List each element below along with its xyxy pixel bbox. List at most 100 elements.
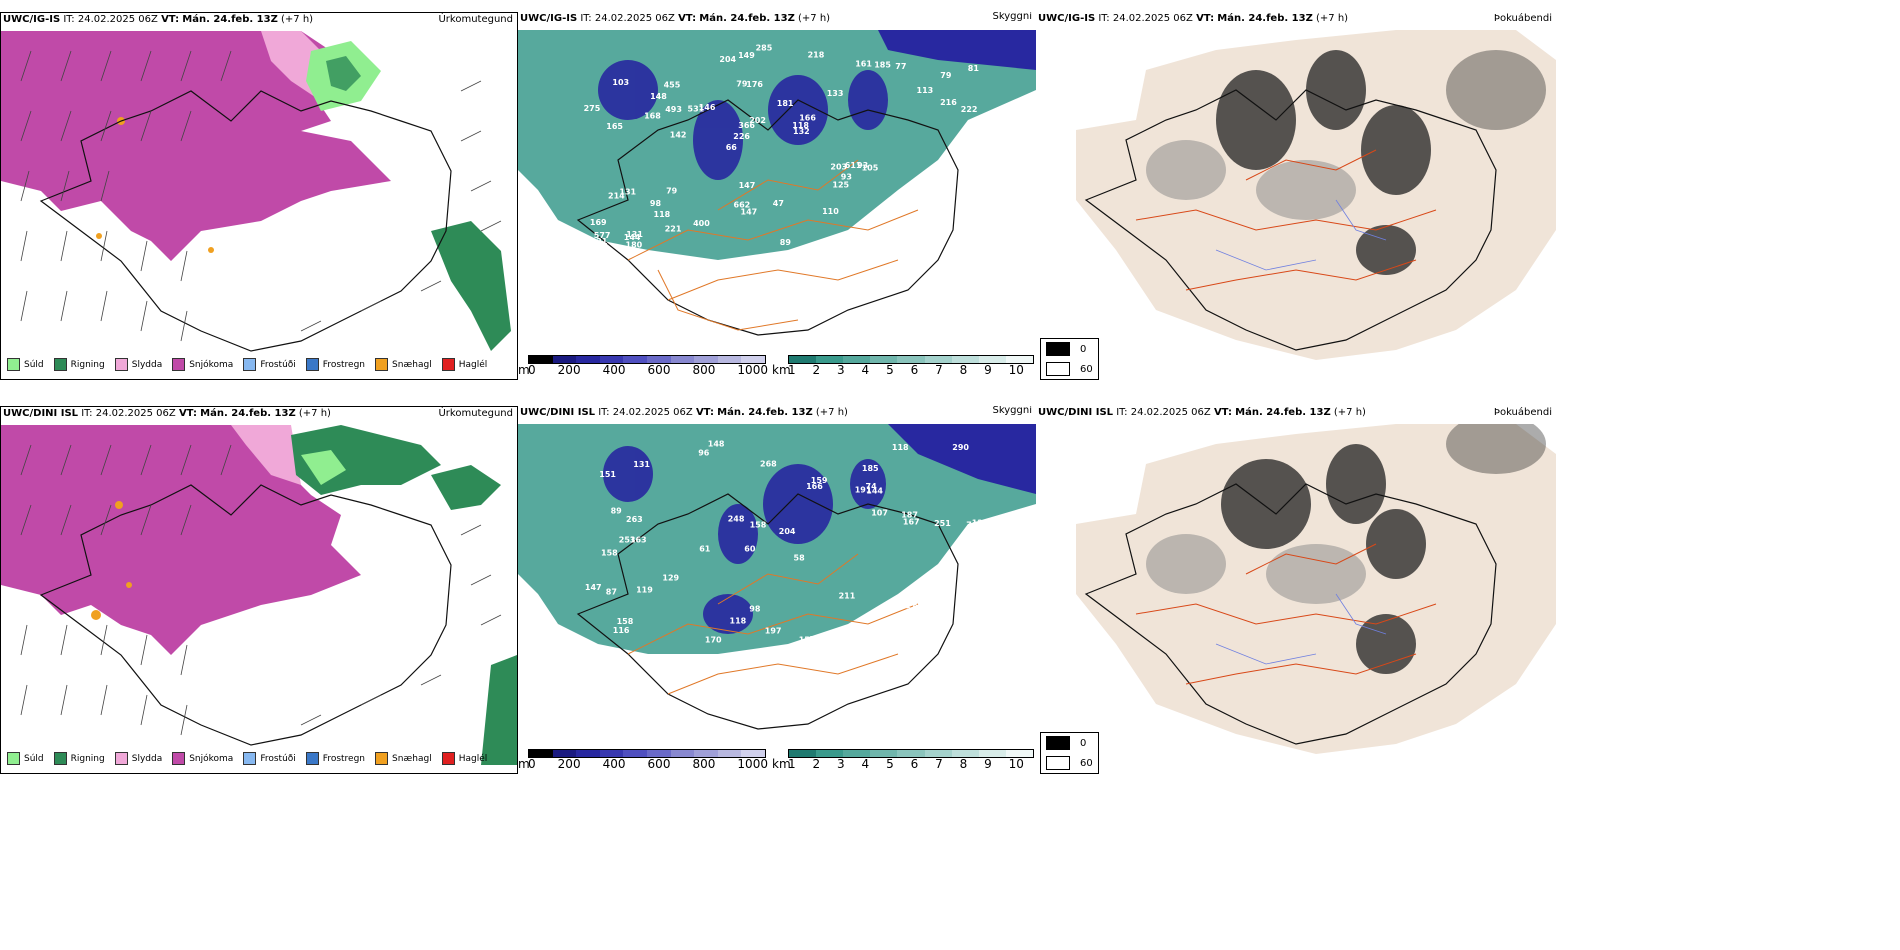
ceiling-value-label: 93 [841, 173, 852, 182]
legend-item: Snjókoma [172, 358, 233, 371]
tick-label: 5 [886, 757, 894, 771]
legend-label: Snæhagl [392, 753, 432, 764]
ceiling-value-label: 61 [699, 544, 711, 553]
ceiling-value-label: 222 [961, 105, 978, 114]
ceiling-value-label: 89 [611, 506, 623, 515]
ceiling-value-label: 118 [792, 121, 809, 130]
init-time: IT: 24.02.2025 06Z [1098, 13, 1193, 24]
ceiling-value-label: 153 [977, 116, 994, 125]
ceiling-value-label: 204 [779, 527, 796, 536]
legend-swatch [305, 752, 319, 765]
model-name: UWC/IG-IS [3, 14, 61, 25]
ceiling-value-label: 216 [940, 98, 957, 107]
valid-time: Mán. 24.feb. 13Z [1217, 13, 1313, 24]
legend-swatch [375, 752, 389, 765]
valid-time: Mán. 24.feb. 13Z [699, 13, 795, 24]
ceiling-value-label: 47 [773, 199, 784, 208]
visibility-map: 148 185 76 60 58 163 151 191 158 166 204 116 96 61 158… [518, 424, 1036, 734]
fog-legend-row: 60 [1041, 753, 1098, 773]
visibility-ticks: 1 2 3 4 5 6 7 8 9 10 [788, 363, 1024, 377]
ceiling-value-label: 455 [664, 80, 681, 89]
ceiling-colorbar [528, 749, 766, 758]
ceiling-value-label: 96 [698, 448, 710, 457]
valid-label: VT: [1213, 407, 1232, 418]
init-time: IT: 24.02.2025 06Z [63, 14, 158, 25]
legend-label: Haglél [458, 753, 488, 764]
ceiling-value-label: 158 [799, 635, 816, 644]
tick-label: 6 [910, 363, 919, 377]
ceiling-value-label: 180 [626, 241, 643, 250]
tick-label: 1 [788, 757, 796, 771]
legend-item: Snæhagl [375, 358, 432, 371]
ceiling-value-label: 93 [857, 161, 868, 170]
legend-item: Súld [7, 752, 44, 765]
tick-label: 400 [602, 757, 626, 771]
ceiling-value-label: 149 [738, 51, 755, 60]
ceiling-value-label: 77 [895, 62, 906, 71]
legend-label: Frostregn [322, 753, 366, 764]
ceiling-value-label: 147 [585, 583, 602, 592]
legend-swatch [1046, 342, 1070, 356]
ceiling-value-label: 215 [837, 630, 854, 639]
valid-label: VT: [161, 14, 180, 25]
legend-swatch [243, 358, 257, 371]
tick-label: 7 [935, 757, 943, 771]
ceiling-value-label: 285 [756, 43, 773, 52]
ceiling-value-label: 119 [636, 586, 653, 595]
ceiling-value-label: 133 [827, 89, 844, 98]
legend-label: Frostregn [322, 359, 366, 370]
model-name: UWC/DINI ISL [1038, 407, 1114, 418]
ceiling-value-label: 168 [644, 112, 661, 121]
ceiling-value-label: 142 [670, 131, 687, 140]
ceiling-value-label: 66 [726, 143, 738, 152]
panel-title: Þokuábendi [1493, 407, 1552, 418]
ceiling-value-label: 251 [934, 519, 951, 528]
legend-swatch [114, 358, 128, 371]
ceiling-value-label: 116 [613, 626, 630, 635]
ceiling-value-label: 155 [934, 227, 951, 236]
valid-time: Mán. 24.feb. 13Z [1235, 407, 1331, 418]
ceiling-value-label: 105 [862, 164, 879, 173]
ceiling-value-label: 662 [734, 201, 751, 210]
ceiling-value-label: 231 [906, 606, 923, 615]
ceiling-unit: m [518, 363, 530, 377]
ceiling-value-label: 76 [966, 520, 978, 529]
tick-label: 9 [984, 757, 992, 771]
ceiling-value-label: 110 [822, 207, 839, 216]
ceiling-ticks: 0 200 400 600 800 1000 [528, 363, 768, 377]
panel-title: Þokuábendi [1493, 13, 1552, 24]
precip-type-map [1, 31, 517, 371]
panel-header: UWC/DINI ISL IT: 24.02.2025 06Z VT: Mán.… [3, 407, 331, 421]
panel-title: Úrkomutegund [438, 14, 513, 25]
ceiling-value-label: 248 [728, 515, 745, 524]
ceiling-value-label: 118 [730, 616, 747, 625]
tick-label: 7 [935, 363, 943, 377]
ceiling-unit: m [518, 757, 530, 771]
ceiling-value-label: 116 [913, 613, 930, 622]
ceiling-value-label: 79 [666, 186, 678, 195]
ceiling-value-label: 166 [799, 113, 816, 122]
ceiling-value-label: 400 [693, 219, 710, 228]
legend-item: Frostregn [305, 358, 366, 371]
visibility-unit: km [772, 757, 791, 771]
tick-label: 4 [861, 363, 870, 377]
ceiling-value-label: 129 [662, 574, 679, 583]
legend-label: 0 [1080, 343, 1087, 355]
valid-label: VT: [695, 407, 714, 418]
ceiling-value-label: 263 [626, 515, 643, 524]
legend-item: Rigning [53, 752, 105, 765]
lead-offset: (+7 h) [298, 408, 331, 419]
ceiling-value-label: 144 [866, 486, 883, 495]
panel-header: UWC/DINI ISL IT: 24.02.2025 06Z VT: Mán.… [520, 406, 848, 420]
ceiling-value-label: 253 [619, 536, 636, 545]
legend-label: Rigning [70, 359, 105, 370]
legend-swatch [1046, 362, 1070, 376]
ceiling-value-label: 187 [901, 510, 918, 519]
fog-legend-row: 0 [1041, 339, 1098, 359]
precip-type-panel-top: UWC/IG-IS IT: 24.02.2025 06Z VT: Mán. 24… [0, 12, 518, 380]
legend-label: Súld [24, 359, 44, 370]
precip-legend: Súld Rigning Slydda Snjókoma Frostúði Fr… [7, 358, 487, 371]
ceiling-value-label: 158 [750, 521, 767, 530]
ceiling-scale: m 0 200 400 600 800 1000 [518, 355, 768, 377]
fog-legend: 0 60 [1040, 338, 1099, 380]
